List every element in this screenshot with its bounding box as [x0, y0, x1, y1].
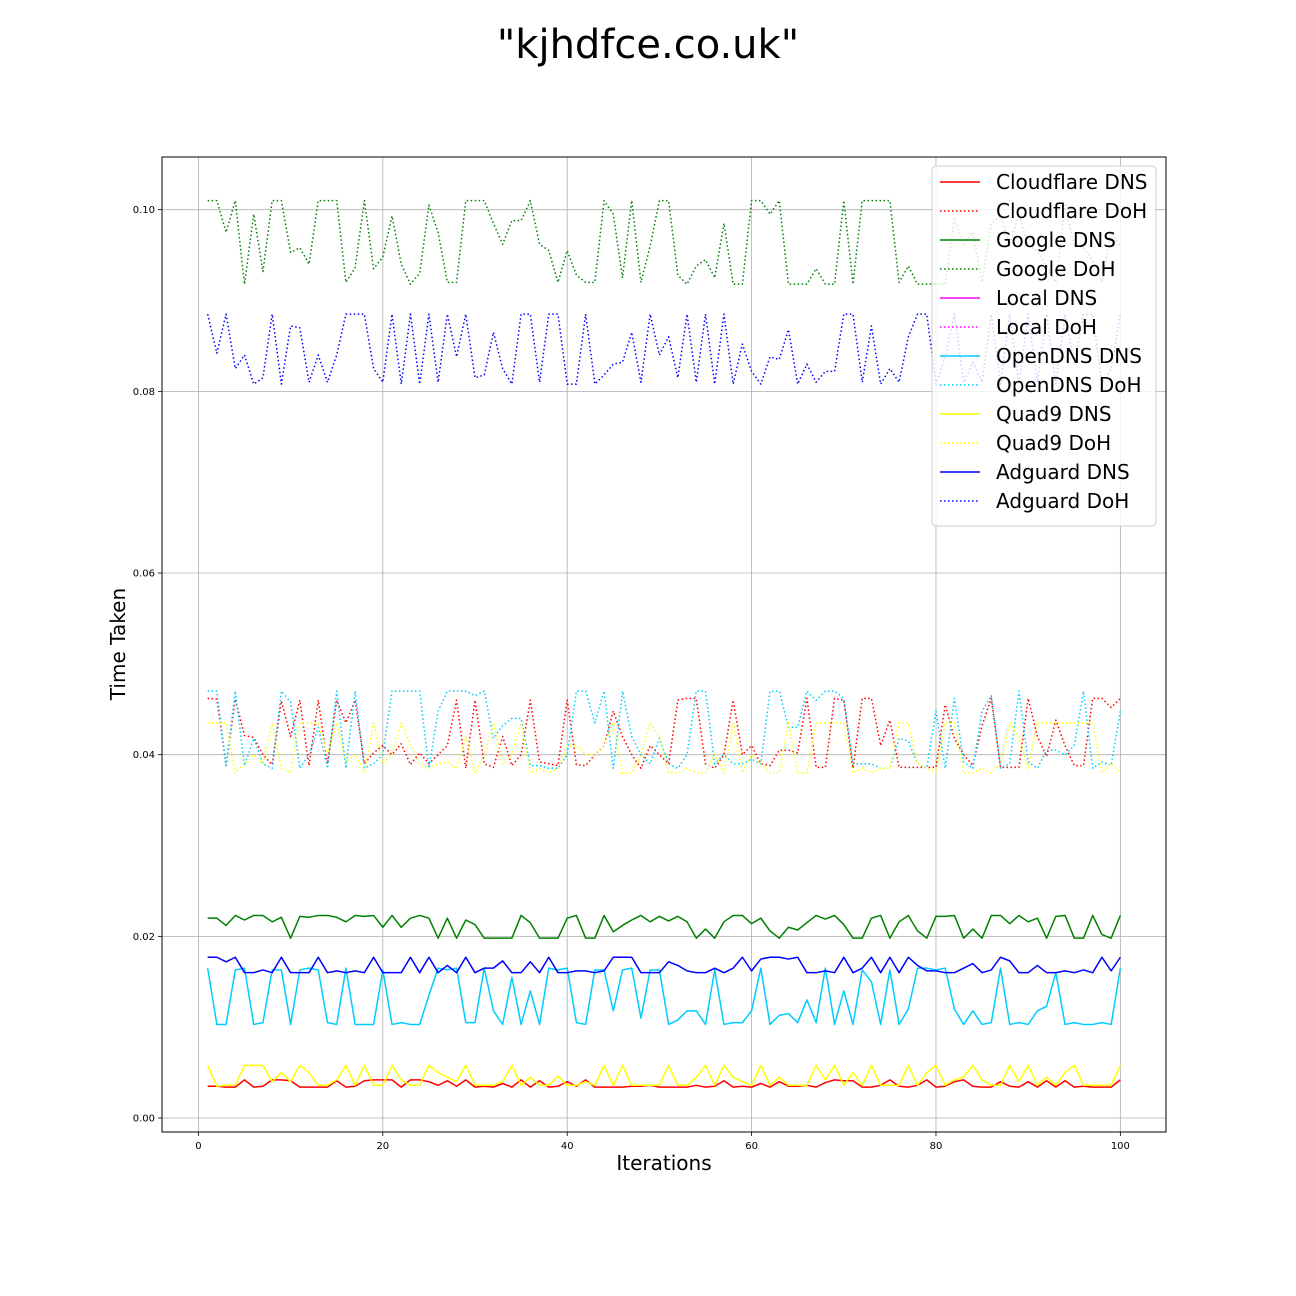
legend-box	[931, 165, 1157, 527]
x-tick-label: 0	[195, 1141, 201, 1152]
axes-frame	[161, 156, 1167, 1133]
x-axis-label: Iterations	[616, 1151, 711, 1175]
series-line-quad9-doh	[207, 722, 1121, 774]
legend-label-cloudflare-dns: Cloudflare DNS	[996, 170, 1147, 194]
series-line-quad9-dns	[206, 1064, 1122, 1087]
legend-label-cloudflare-doh: Cloudflare DoH	[996, 199, 1147, 223]
legend: Cloudflare DNS Cloudflare DoH Google DNS Go…	[931, 165, 1157, 527]
x-axis: 0 20 40 60 80 100	[195, 1132, 1130, 1152]
legend-label-google-doh: Google DoH	[996, 257, 1116, 281]
y-tick-label: 0.02	[133, 932, 155, 943]
series-line-cloudflare-doh	[207, 697, 1121, 770]
legend-label-local-dns: Local DNS	[996, 286, 1097, 310]
x-tick-label: 40	[561, 1141, 574, 1152]
series-line-adguard-dns	[207, 956, 1121, 974]
x-tick-label: 20	[376, 1141, 389, 1152]
chart-title: "kjhdfce.co.uk"	[497, 22, 799, 68]
y-tick-label: 0.06	[133, 569, 155, 580]
x-tick-label: 60	[745, 1141, 758, 1152]
legend-label-opendns-doh: OpenDNS DoH	[996, 373, 1142, 397]
x-tick-label: 80	[930, 1141, 943, 1152]
y-tick-label: 0.00	[133, 1114, 155, 1125]
legend-label-google-dns: Google DNS	[996, 228, 1116, 252]
series-line-opendns-dns	[206, 967, 1122, 1026]
legend-label-adguard-doh: Adguard DoH	[996, 489, 1129, 513]
legend-label-adguard-dns: Adguard DNS	[996, 460, 1130, 484]
legend-label-quad9-dns: Quad9 DNS	[996, 402, 1112, 426]
legend-label-local-doh: Local DoH	[996, 315, 1097, 339]
x-tick-label: 100	[1111, 1141, 1130, 1152]
y-tick-label: 0.10	[133, 205, 155, 216]
legend-label-quad9-doh: Quad9 DoH	[996, 431, 1111, 455]
series-line-cloudflare-dns	[207, 1079, 1121, 1088]
y-axis-label: Time Taken	[106, 588, 130, 701]
y-axis: 0.00 0.02 0.04 0.06 0.08 0.10	[133, 205, 162, 1125]
legend-label-opendns-dns: OpenDNS DNS	[996, 344, 1142, 368]
series-line-google-dns	[207, 914, 1122, 939]
y-tick-label: 0.08	[133, 387, 155, 398]
y-tick-label: 0.04	[133, 750, 155, 761]
